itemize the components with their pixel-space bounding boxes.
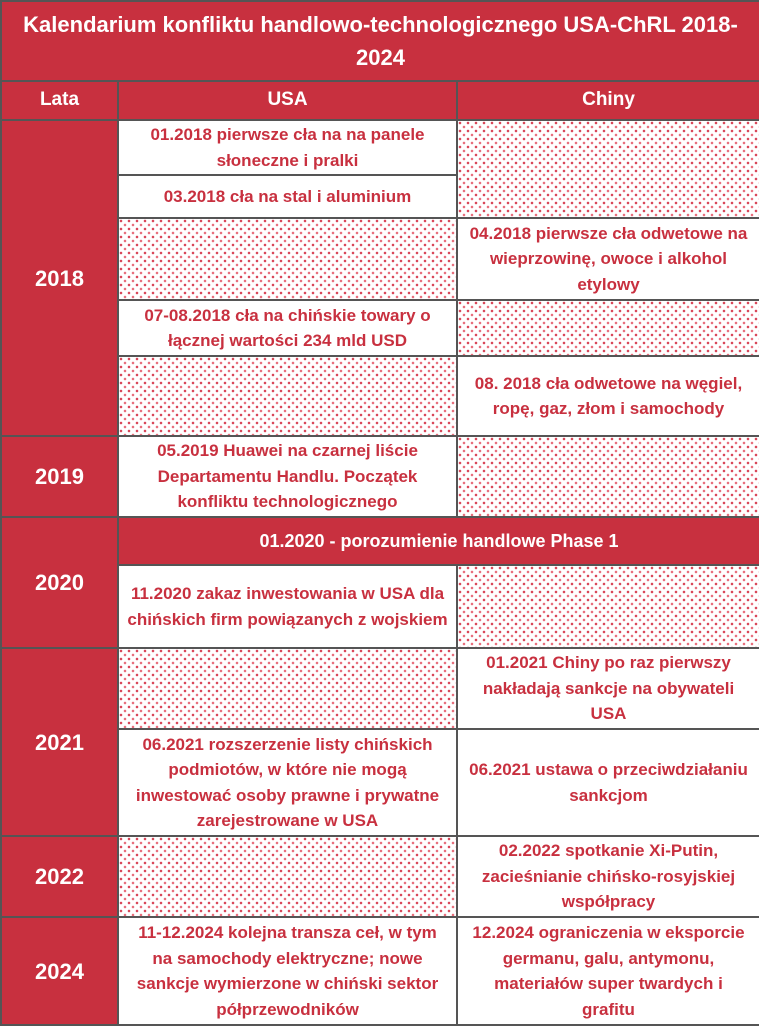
column-header-usa: USA bbox=[117, 80, 458, 121]
empty-pattern-cell bbox=[456, 564, 759, 649]
usa-event-2019-05: 05.2019 Huawei na czarnej liście Departa… bbox=[117, 435, 458, 518]
table-row: 2019 05.2019 Huawei na czarnej liście De… bbox=[0, 435, 759, 518]
usa-event-2020-11: 11.2020 zakaz inwestowania w USA dla chi… bbox=[117, 564, 458, 649]
table-row: 2018 01.2018 pierwsze cła na na panele s… bbox=[0, 119, 759, 437]
table-row: 03.2018 cła na stal i aluminium bbox=[1, 174, 759, 219]
column-header-china: Chiny bbox=[456, 80, 759, 121]
table-row: 11.2020 zakaz inwestowania w USA dla chi… bbox=[1, 564, 759, 649]
table-row: 2022 02.2022 spotkanie Xi-Putin, zacieśn… bbox=[0, 835, 759, 918]
china-event-2022-02: 02.2022 spotkanie Xi-Putin, zacieśnianie… bbox=[456, 835, 759, 918]
empty-pattern-cell bbox=[456, 299, 759, 357]
joint-event-2020-01: 01.2020 - porozumienie handlowe Phase 1 bbox=[117, 516, 759, 566]
year-2019: 2019 bbox=[0, 435, 119, 518]
table-row: 2024 11-12.2024 kolejna transza ceł, w t… bbox=[0, 916, 759, 1026]
year-2018: 2018 bbox=[0, 119, 119, 437]
usa-event-2021-06: 06.2021 rozszerzenie listy chińskich pod… bbox=[117, 728, 458, 837]
china-event-2021-01: 01.2021 Chiny po raz pierwszy nakładają … bbox=[456, 647, 759, 730]
china-event-2024-12: 12.2024 ograniczenia w eksporcie germanu… bbox=[456, 916, 759, 1026]
title-row: Kalendarium konfliktu handlowo-technolog… bbox=[0, 0, 759, 82]
header-row: Lata USA Chiny bbox=[0, 80, 759, 121]
usa-event-2018-03: 03.2018 cła na stal i aluminium bbox=[117, 174, 458, 219]
empty-pattern-cell bbox=[117, 835, 458, 918]
usa-event-2018-07: 07-08.2018 cła na chińskie towary o łącz… bbox=[117, 299, 458, 357]
table-row: 07-08.2018 cła na chińskie towary o łącz… bbox=[1, 299, 759, 357]
year-2022: 2022 bbox=[0, 835, 119, 918]
empty-pattern-cell bbox=[117, 647, 458, 730]
empty-pattern-cell bbox=[117, 355, 458, 437]
china-event-2021-06: 06.2021 ustawa o przeciwdziałaniu sankcj… bbox=[456, 728, 759, 837]
table-row: 06.2021 rozszerzenie listy chińskich pod… bbox=[1, 728, 759, 837]
empty-pattern-cell bbox=[456, 435, 759, 518]
table-row: 2020 01.2020 - porozumienie handlowe Pha… bbox=[0, 516, 759, 649]
table-title: Kalendarium konfliktu handlowo-technolog… bbox=[0, 0, 759, 82]
empty-pattern-cell bbox=[456, 119, 759, 219]
year-2020: 2020 bbox=[0, 516, 119, 649]
usa-event-2018-01: 01.2018 pierwsze cła na na panele słonec… bbox=[117, 119, 458, 176]
china-event-2018-08: 08. 2018 cła odwetowe na węgiel, ropę, g… bbox=[456, 355, 759, 437]
year-2021: 2021 bbox=[0, 647, 119, 837]
table-row: 2021 01.2021 Chiny po raz pierwszy nakła… bbox=[0, 647, 759, 837]
usa-event-2024-11: 11-12.2024 kolejna transza ceł, w tym na… bbox=[117, 916, 458, 1026]
table-row: 08. 2018 cła odwetowe na węgiel, ropę, g… bbox=[1, 355, 759, 437]
china-event-2018-04: 04.2018 pierwsze cła odwetowe na wieprzo… bbox=[456, 217, 759, 301]
year-2024: 2024 bbox=[0, 916, 119, 1026]
column-header-years: Lata bbox=[0, 80, 119, 121]
empty-pattern-cell bbox=[117, 217, 458, 301]
